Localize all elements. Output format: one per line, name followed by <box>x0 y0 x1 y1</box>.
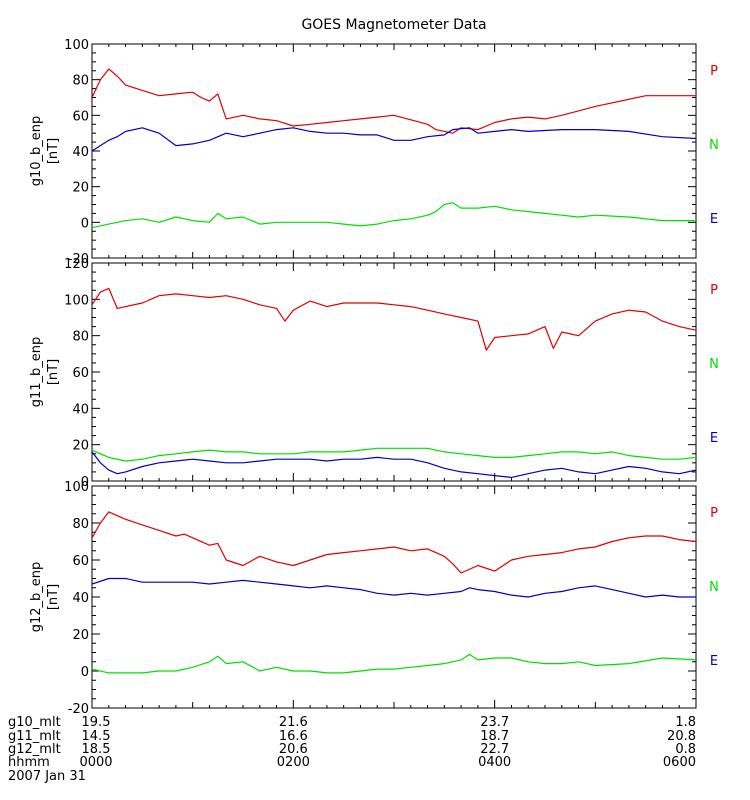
chart-title: GOES Magnetometer Data <box>301 17 486 33</box>
x-row-label: hhmm <box>8 755 50 770</box>
y-tick-label: 60 <box>72 366 89 381</box>
y-tick-label: 120 <box>64 257 89 272</box>
series-line-P <box>92 511 696 574</box>
x-row-label: g11_mlt <box>8 729 61 744</box>
panel-2: 0 20 40 60 80 100 120 g11_b_enp [nT] P N E <box>29 257 719 490</box>
y-axis-label: g12_b_enp <box>29 562 44 633</box>
x-tick-label: 0600 <box>663 755 696 770</box>
legend-entry-N: N <box>709 357 719 372</box>
y-tick-label: 0 <box>81 216 89 231</box>
legend-entry-P: P <box>710 283 718 298</box>
series-line-E <box>92 451 696 478</box>
y-tick-label: 80 <box>72 330 89 345</box>
y-tick-label: -20 <box>68 252 89 267</box>
legend-entry-N: N <box>709 580 719 595</box>
x-tick-label: 18.5 <box>82 742 111 757</box>
legend-entry-N: N <box>709 138 719 153</box>
x-tick-label: 0.8 <box>675 742 696 757</box>
legend-entry-P: P <box>710 64 718 79</box>
y-tick-label: 100 <box>64 38 89 53</box>
x-tick-label: 1.8 <box>675 715 696 730</box>
x-tick-label: 18.7 <box>480 729 509 744</box>
x-tick-label: 21.6 <box>279 715 308 730</box>
y-tick-label: -20 <box>68 702 89 717</box>
y-tick-label: 40 <box>72 402 89 417</box>
series-line-N <box>92 202 696 229</box>
series-line-N <box>92 653 696 674</box>
x-tick-label: 20.6 <box>279 742 308 757</box>
x-tick-label: 22.7 <box>480 742 509 757</box>
y-tick-label: 100 <box>64 480 89 495</box>
x-tick-label: 19.5 <box>82 715 111 730</box>
date-label: 2007 Jan 31 <box>8 769 86 784</box>
legend-entry-E: E <box>710 431 718 446</box>
y-tick-label: 60 <box>72 109 89 124</box>
series-line-P <box>92 68 696 134</box>
y-tick-label: 80 <box>72 74 89 89</box>
x-axis-labels: g10_mlt 19.5 21.6 23.7 1.8 g11_mlt 14.5 16.6 18.… <box>8 715 696 784</box>
x-tick-label: 20.8 <box>667 729 696 744</box>
y-axis-unit: [nT] <box>46 359 61 385</box>
x-row-label: g12_mlt <box>8 742 61 757</box>
y-tick-label: 20 <box>72 628 89 643</box>
series-line-E <box>92 127 696 152</box>
x-tick-label: 14.5 <box>82 729 111 744</box>
x-tick-label: 23.7 <box>480 715 509 730</box>
y-tick-label: 60 <box>72 554 89 569</box>
legend-entry-E: E <box>710 654 718 669</box>
legend-entry-E: E <box>710 212 718 227</box>
x-tick-label: 0000 <box>79 755 112 770</box>
y-axis-unit: [nT] <box>46 138 61 164</box>
legend-entry-P: P <box>710 506 718 521</box>
series-line-E <box>92 577 696 598</box>
panel-1: -20 0 20 40 60 80 100 g10_b_enp [nT] P N E <box>29 38 719 267</box>
y-axis-label: g11_b_enp <box>29 337 44 408</box>
y-tick-label: 40 <box>72 145 89 160</box>
y-tick-label: 20 <box>72 439 89 454</box>
series-line-P <box>92 287 696 351</box>
x-tick-label: 0400 <box>478 755 511 770</box>
y-tick-label: 40 <box>72 591 89 606</box>
x-tick-label: 0200 <box>277 755 310 770</box>
y-tick-label: 100 <box>64 293 89 308</box>
y-axis-unit: [nT] <box>46 584 61 610</box>
y-tick-label: 80 <box>72 517 89 532</box>
y-tick-label: 0 <box>81 475 89 490</box>
y-tick-label: 0 <box>81 665 89 680</box>
series-line-N <box>92 447 696 462</box>
y-tick-label: 20 <box>72 181 89 196</box>
panel-3: -20 0 20 40 60 80 100 g12_b_enp [nT] P N E <box>29 480 719 717</box>
y-axis-label: g10_b_enp <box>29 116 44 187</box>
x-tick-label: 16.6 <box>279 729 308 744</box>
x-row-label: g10_mlt <box>8 715 61 730</box>
